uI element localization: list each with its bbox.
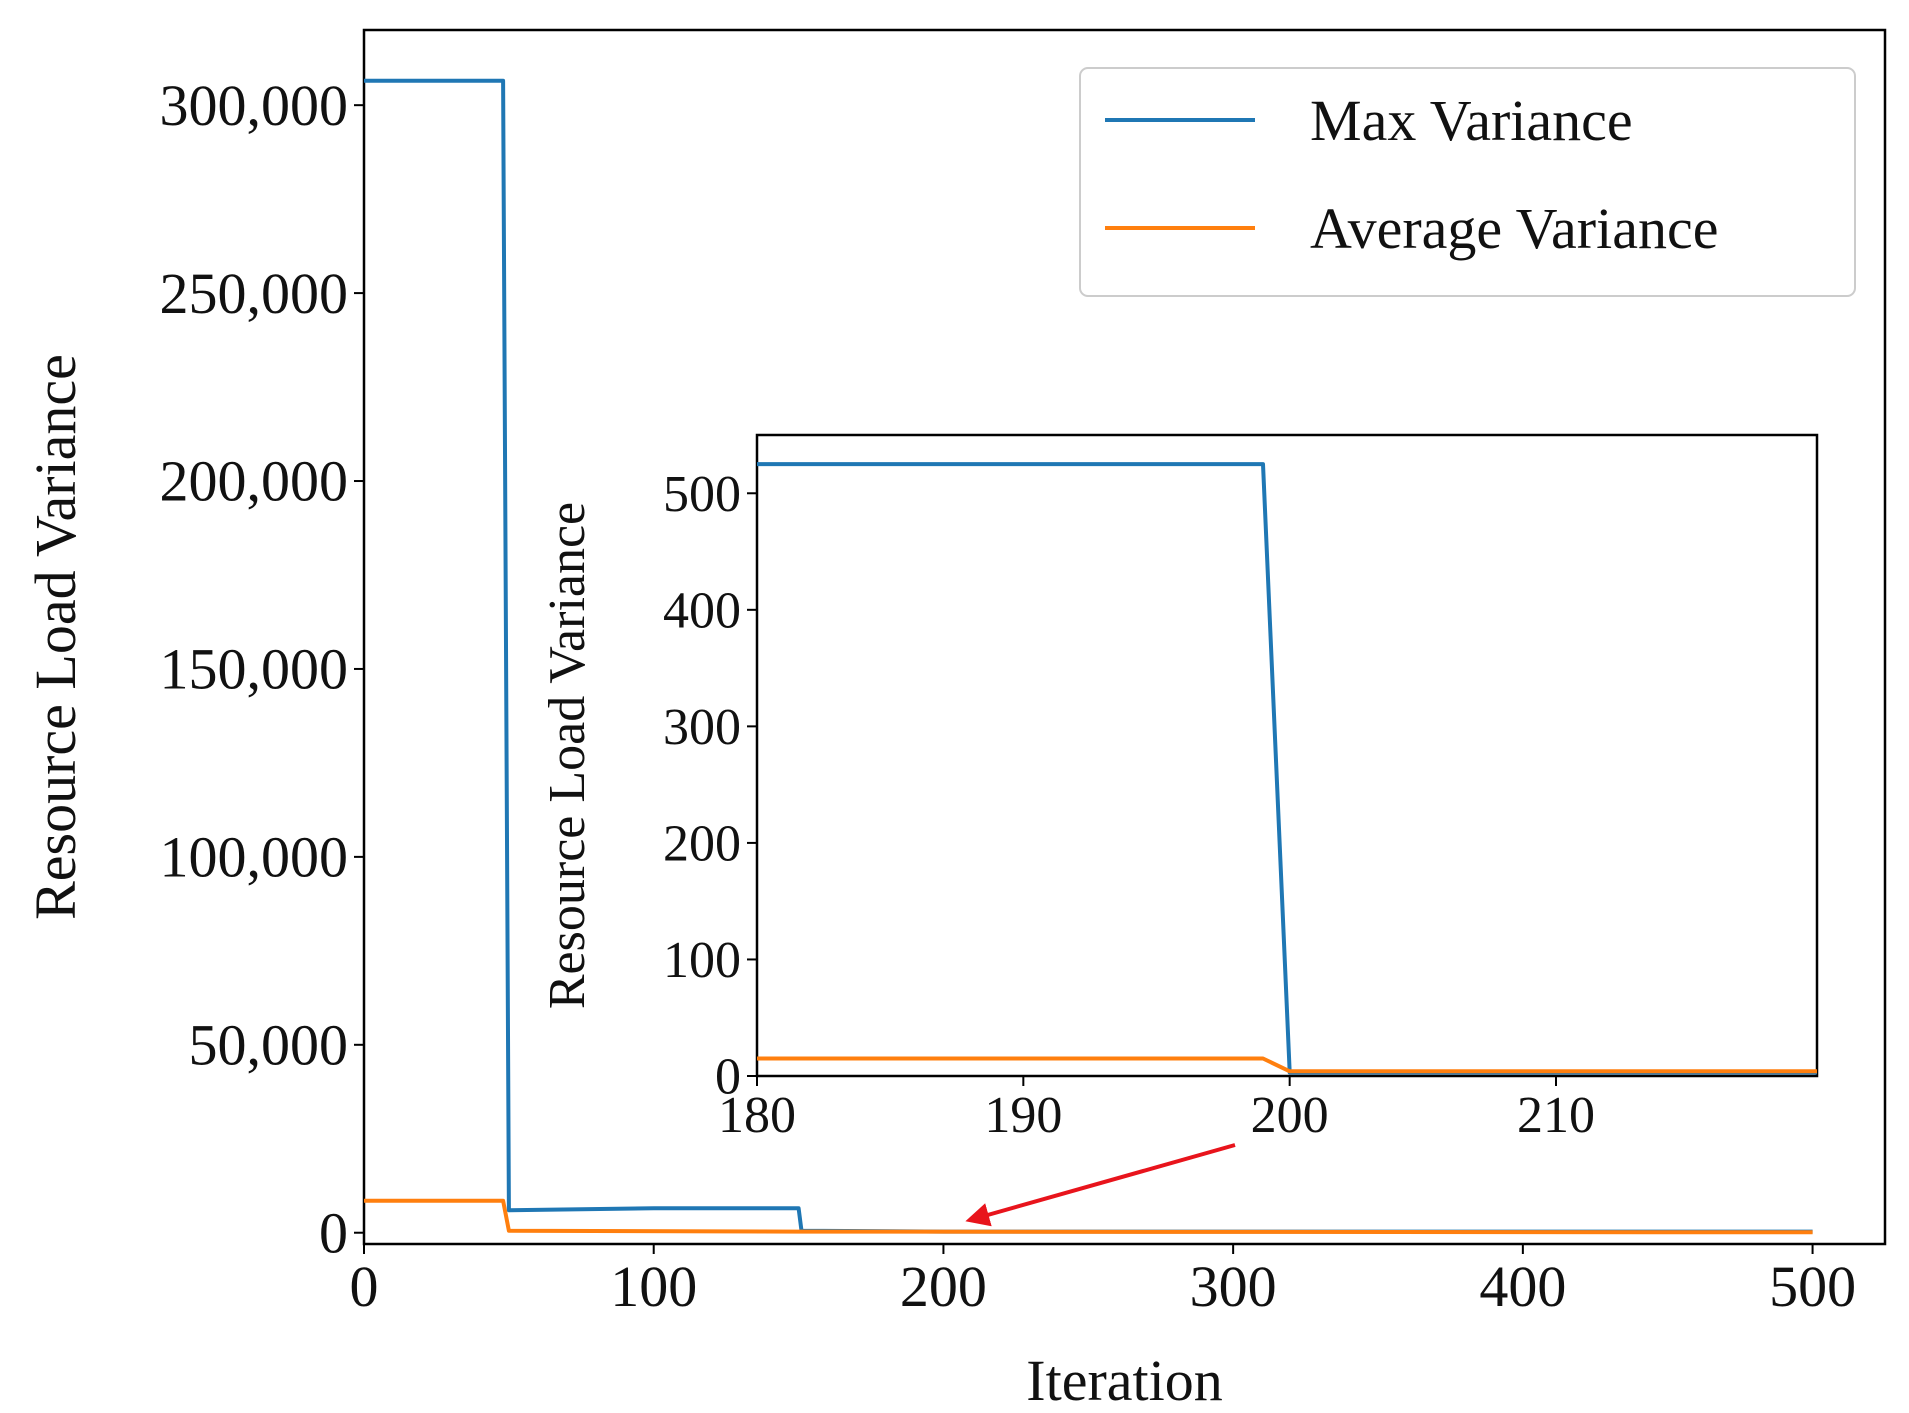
inset-x-tick-label: 190 (984, 1087, 1062, 1144)
zoom-arrow (965, 1143, 1236, 1227)
main-y-tick-label: 150,000 (160, 637, 349, 702)
main-y-tick-label: 50,000 (189, 1013, 349, 1078)
main-y-axis-label: Resource Load Variance (23, 354, 88, 920)
inset-x-tick-label: 200 (1251, 1087, 1329, 1144)
main-y-tick-label: 300,000 (160, 73, 349, 138)
main-y-tick-label: 0 (319, 1200, 348, 1265)
legend-label-average-variance: Average Variance (1310, 196, 1718, 261)
legend: Max Variance Average Variance (1079, 67, 1856, 297)
inset-x-tick-label: 180 (718, 1087, 796, 1144)
inset-x-tick-label: 210 (1517, 1087, 1595, 1144)
main-x-tick-label: 500 (1769, 1254, 1856, 1319)
main-y-tick-label: 250,000 (160, 261, 349, 326)
main-x-tick-label: 300 (1190, 1254, 1277, 1319)
main-x-tick-label: 100 (610, 1254, 697, 1319)
inset-y-tick-label: 200 (663, 816, 741, 873)
inset-y-tick-label: 100 (663, 932, 741, 989)
inset-series-average-variance-line (757, 1056, 1817, 1074)
inset-y-tick-label: 0 (715, 1049, 741, 1106)
inset-y-tick-label: 300 (663, 699, 741, 756)
legend-frame (1079, 67, 1856, 297)
main-series-average-variance-line (364, 1198, 1813, 1235)
inset-y-tick-label: 500 (663, 466, 741, 523)
main-x-tick-label: 0 (350, 1254, 379, 1319)
inset-y-tick-label: 400 (663, 582, 741, 639)
inset-plot: 180 190 200 210 0 100 200 300 400 500 Resource Loa… (539, 433, 1819, 1144)
main-x-tick-label: 200 (900, 1254, 987, 1319)
main-y-tick-label: 100,000 (160, 825, 349, 890)
legend-label-max-variance: Max Variance (1310, 88, 1633, 153)
inset-y-axis-label: Resource Load Variance (539, 502, 596, 1009)
main-x-tick-label: 400 (1479, 1254, 1566, 1319)
main-x-axis-label: Iteration (1026, 1348, 1222, 1413)
main-y-tick-label: 200,000 (160, 449, 349, 514)
